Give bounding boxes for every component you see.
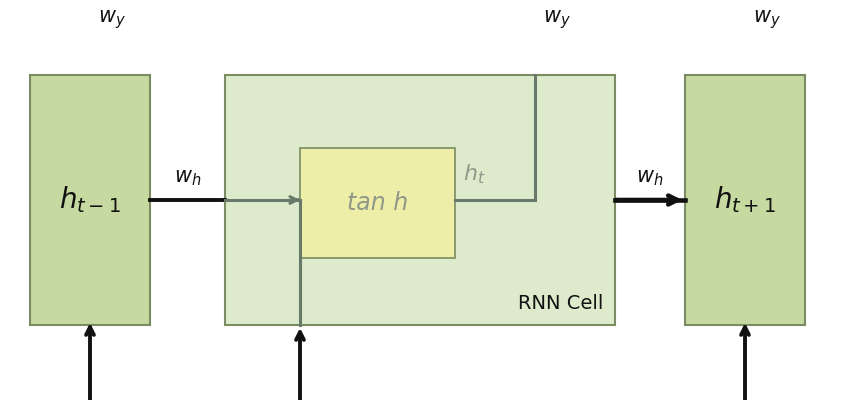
Text: $h_t$: $h_t$ xyxy=(463,162,486,186)
Text: $w_h$: $w_h$ xyxy=(637,168,663,188)
Bar xyxy=(300,148,455,258)
Text: $w_y$: $w_y$ xyxy=(543,9,571,31)
Bar xyxy=(225,75,615,325)
Text: $w_y$: $w_y$ xyxy=(98,9,126,31)
Text: $w_y$: $w_y$ xyxy=(753,9,781,31)
Text: $h_{t+1}$: $h_{t+1}$ xyxy=(714,185,775,215)
Bar xyxy=(30,75,150,325)
Text: $h_{t-1}$: $h_{t-1}$ xyxy=(59,185,121,215)
Text: tan h: tan h xyxy=(347,191,408,215)
Bar xyxy=(685,75,805,325)
Text: $w_h$: $w_h$ xyxy=(173,168,201,188)
Text: RNN Cell: RNN Cell xyxy=(518,294,603,313)
